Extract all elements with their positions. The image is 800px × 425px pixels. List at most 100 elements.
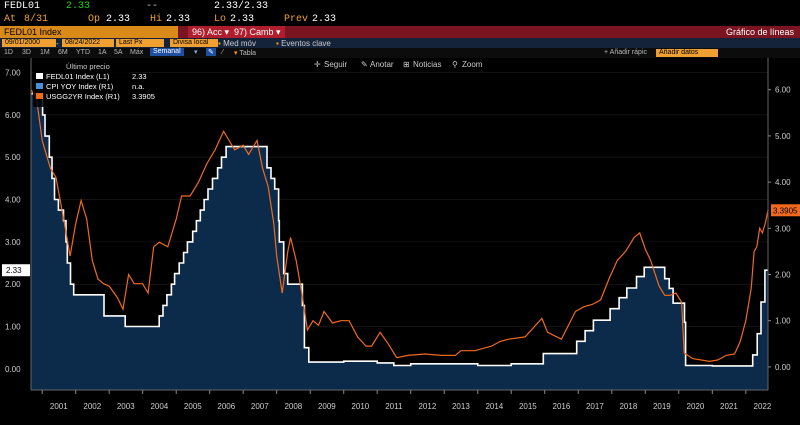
frequency-chevron-icon[interactable]: ▾ bbox=[194, 49, 198, 56]
start-date-input[interactable]: 09/01/2000 bbox=[2, 39, 56, 47]
lo-label: Lo bbox=[214, 14, 227, 25]
controls-bar: 09/01/2000 - 08/24/2022 Last Px Divisa l… bbox=[0, 38, 800, 48]
actions-menu-label: 96) Acc bbox=[192, 27, 223, 37]
y-right-tick-label: 0.00 bbox=[775, 363, 791, 372]
y-right-tick-label: 5.00 bbox=[775, 132, 791, 141]
x-tick-label: 2001 bbox=[50, 402, 68, 411]
y-left-tick-label: 3.00 bbox=[5, 238, 21, 247]
edit-icon[interactable]: ✎ bbox=[206, 48, 216, 56]
date-separator: - bbox=[56, 39, 59, 48]
frequency-select[interactable]: Semanal bbox=[150, 48, 184, 56]
legend-swatch-usgg2yr bbox=[36, 93, 43, 99]
annotate-icon: ✎ bbox=[361, 60, 368, 69]
hi-label: Hi bbox=[150, 14, 163, 25]
period-5a[interactable]: 5A bbox=[114, 49, 123, 56]
y-right-tick-label: 3.00 bbox=[775, 224, 791, 233]
y-left-tick-label: 5.00 bbox=[5, 153, 21, 162]
period-1a[interactable]: 1A bbox=[98, 49, 107, 56]
asof-value: 8/31 bbox=[24, 14, 49, 25]
chart-tools: ✛ Seguir ✎ Anotar ⊞ Noticias ⚲ Zoom bbox=[314, 60, 483, 69]
ticker-bar: FEDL01 2.33 -- 2.33/2.33 bbox=[0, 0, 800, 14]
anotar-button[interactable]: ✎ Anotar bbox=[361, 60, 394, 69]
y-left-tick-label: 0.00 bbox=[5, 365, 21, 374]
left-badge-text: 2.33 bbox=[6, 266, 22, 275]
x-tick-label: 2017 bbox=[586, 402, 604, 411]
period-3d[interactable]: 3D bbox=[22, 49, 31, 56]
legend: Último precio FEDL01 Index (L1) 2.33 CPI… bbox=[33, 62, 155, 107]
table-label: Tabla bbox=[239, 50, 257, 57]
zoom-icon: ⚲ bbox=[452, 60, 458, 69]
price-type-select[interactable]: Last Px bbox=[116, 39, 164, 47]
left-badge-box bbox=[2, 264, 30, 277]
quote-detail-bar: At 8/31 Op 2.33 Hi 2.33 Lo 2.33 Prev 2.3… bbox=[0, 14, 800, 26]
x-tick-label: 2019 bbox=[653, 402, 671, 411]
x-tick-label: 2020 bbox=[687, 402, 705, 411]
y-right-tick-label: 1.00 bbox=[775, 317, 791, 326]
add-data-input[interactable]: Añadir datos bbox=[656, 49, 718, 57]
open-label: Op bbox=[88, 14, 101, 25]
x-tick-label: 2003 bbox=[117, 402, 135, 411]
noticias-button[interactable]: ⊞ Noticias bbox=[403, 60, 441, 69]
add-quick-text: Añadir rápic bbox=[609, 49, 648, 56]
period-max[interactable]: Máx bbox=[130, 49, 144, 56]
legend-label-usgg2yr: USGG2YR Index (R1) bbox=[46, 92, 120, 101]
chart: 7.00 6.00 5.00 4.00 3.00 2.00 1.00 0.00 6.00 5.0… bbox=[0, 58, 800, 425]
y-left-tick-label: 1.00 bbox=[5, 323, 21, 332]
seguir-label: Seguir bbox=[324, 60, 347, 69]
legend-label-cpi: CPI YOY Index (R1) bbox=[46, 82, 114, 91]
x-tick-label: 2010 bbox=[351, 402, 369, 411]
last-price: 2.33 bbox=[66, 1, 91, 12]
change-menu[interactable]: 97) Camb ▾ bbox=[230, 26, 285, 38]
fedl01-area bbox=[31, 93, 768, 390]
right-badge-text: 3.3905 bbox=[773, 206, 798, 215]
currency-select[interactable]: Divisa local bbox=[170, 39, 218, 47]
x-axis-ticks: 2001 2002 2003 2004 2005 2006 2007 2008 2009 2010… bbox=[41, 390, 772, 411]
x-tick-label: 2012 bbox=[418, 402, 436, 411]
seguir-button[interactable]: ✛ Seguir bbox=[314, 60, 347, 69]
x-tick-label: 2002 bbox=[83, 402, 101, 411]
y-left-tick-label: 6.00 bbox=[5, 111, 21, 120]
med-mov-toggle[interactable]: ▪ Med móv bbox=[218, 39, 256, 48]
right-axis-ticks: 6.00 5.00 4.00 3.00 2.00 1.00 0.00 bbox=[768, 86, 791, 372]
y-left-tick-label: 2.00 bbox=[5, 280, 21, 289]
eventos-toggle[interactable]: ▪ Eventos clave bbox=[276, 39, 331, 48]
fedl01-line bbox=[31, 92, 768, 367]
x-tick-label: 2015 bbox=[519, 402, 537, 411]
checkbox-icon: ▪ bbox=[218, 39, 221, 48]
view-title: Gráfico de líneas bbox=[725, 27, 794, 37]
index-name-field[interactable]: FEDL01 Index bbox=[0, 26, 178, 38]
period-ytd[interactable]: YTD bbox=[76, 49, 90, 56]
x-tick-label: 2008 bbox=[284, 402, 302, 411]
period-1m[interactable]: 1M bbox=[40, 49, 50, 56]
prev-value: 2.33 bbox=[312, 14, 337, 25]
x-tick-label: 2016 bbox=[553, 402, 571, 411]
crosshair-icon: ✛ bbox=[314, 60, 321, 69]
table-toggle[interactable]: ▾ Tabla bbox=[234, 49, 256, 57]
zoom-button[interactable]: ⚲ Zoom bbox=[452, 60, 483, 69]
right-last-value-badge: 3.3905 bbox=[771, 204, 800, 217]
x-tick-label: 2018 bbox=[619, 402, 637, 411]
left-axis-ticks: 7.00 6.00 5.00 4.00 3.00 2.00 1.00 0.00 bbox=[5, 69, 21, 374]
x-tick-label: 2006 bbox=[217, 402, 235, 411]
legend-value-fedl01: 2.33 bbox=[132, 72, 147, 81]
line-style-icon[interactable]: ⁄ bbox=[222, 49, 224, 56]
x-tick-label: 2013 bbox=[452, 402, 470, 411]
x-tick-label: 2005 bbox=[184, 402, 202, 411]
lo-value: 2.33 bbox=[230, 14, 255, 25]
title-bar: FEDL01 Index 96) Acc ▾ 97) Camb ▾ Gráfic… bbox=[0, 26, 800, 38]
end-date-input[interactable]: 08/24/2022 bbox=[62, 39, 114, 47]
change-menu-label: 97) Camb bbox=[234, 27, 274, 37]
y-right-tick-label: 4.00 bbox=[775, 178, 791, 187]
period-1d[interactable]: 1D bbox=[4, 49, 13, 56]
add-quick-label: + Añadir rápic bbox=[604, 49, 647, 56]
prev-label: Prev bbox=[284, 14, 309, 25]
chevron-down-icon: ▾ bbox=[276, 27, 281, 37]
period-toolbar: 1D 3D 1M 6M YTD 1A 5A Máx Semanal ▾ ✎ ⁄ … bbox=[0, 48, 800, 58]
plus-icon: + bbox=[604, 49, 609, 56]
legend-header: Último precio bbox=[66, 62, 110, 71]
legend-label-fedl01: FEDL01 Index (L1) bbox=[46, 72, 110, 81]
bid-ask: 2.33/2.33 bbox=[214, 1, 269, 12]
med-mov-label: Med móv bbox=[223, 39, 256, 48]
actions-menu[interactable]: 96) Acc ▾ bbox=[188, 26, 234, 38]
period-6m[interactable]: 6M bbox=[58, 49, 68, 56]
